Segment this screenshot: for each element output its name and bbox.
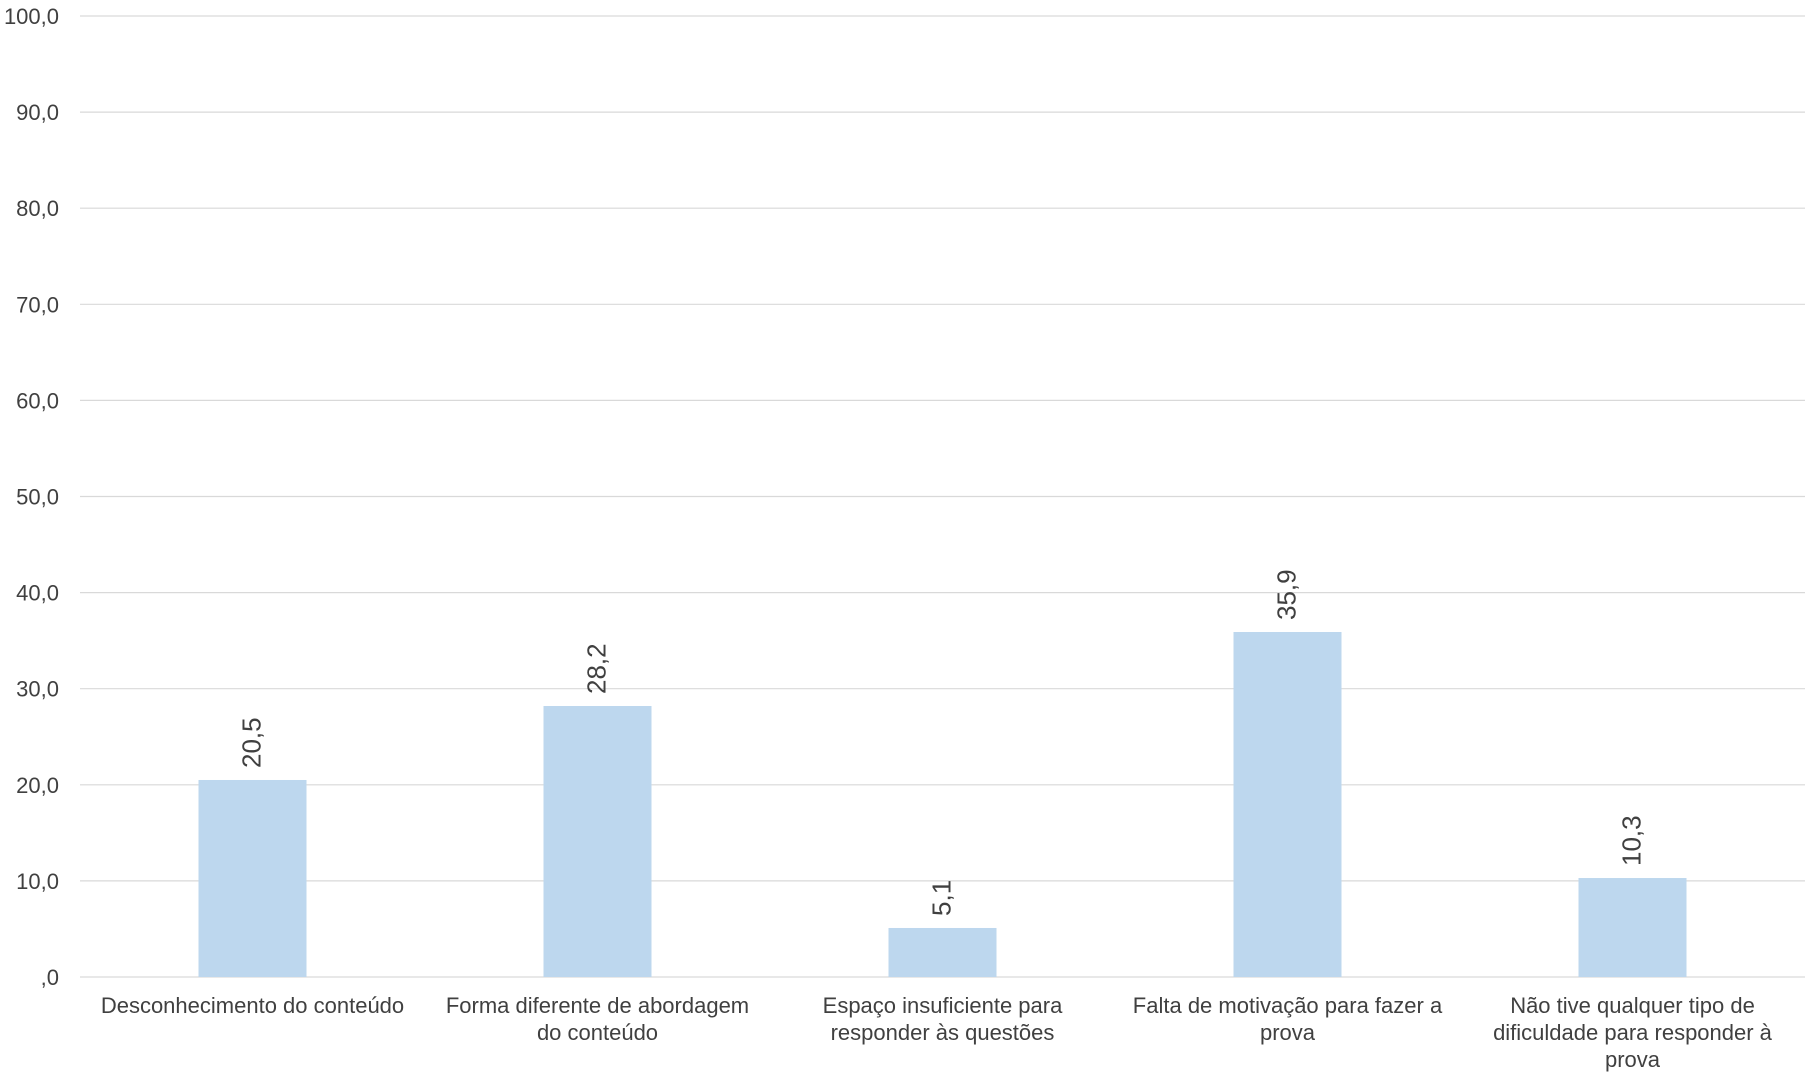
data-label: 10,3 bbox=[1617, 815, 1647, 866]
y-tick-label: 90,0 bbox=[16, 100, 59, 125]
y-tick-label: 60,0 bbox=[16, 388, 59, 413]
x-axis-category-labels: Desconhecimento do conteúdo Forma diferen… bbox=[101, 993, 1773, 1072]
bar bbox=[888, 927, 997, 977]
y-tick-label: 70,0 bbox=[16, 292, 59, 317]
bar bbox=[543, 705, 652, 977]
bar bbox=[198, 779, 307, 977]
x-category-label-line: prova bbox=[1260, 1020, 1316, 1045]
data-label: 20,5 bbox=[237, 717, 267, 768]
x-category-label: Falta de motivação para fazer a prova bbox=[1133, 993, 1443, 1045]
y-tick-label: 100,0 bbox=[4, 4, 59, 29]
x-category-label-line: do conteúdo bbox=[537, 1020, 658, 1045]
x-category-label: Desconhecimento do conteúdo bbox=[101, 993, 404, 1018]
data-label: 5,1 bbox=[927, 880, 957, 916]
x-category-label-line: Falta de motivação para fazer a bbox=[1133, 993, 1443, 1018]
data-labels: 20,5 28,2 5,1 35,9 10,3 bbox=[237, 569, 1647, 916]
y-tick-label: 10,0 bbox=[16, 869, 59, 894]
x-category-label-line: prova bbox=[1605, 1047, 1661, 1072]
x-category-label-line: Forma diferente de abordagem bbox=[446, 993, 749, 1018]
x-category-label-line: responder às questões bbox=[831, 1020, 1055, 1045]
gridlines bbox=[80, 15, 1805, 978]
x-category-label-line: Não tive qualquer tipo de bbox=[1510, 993, 1755, 1018]
y-tick-label: 30,0 bbox=[16, 677, 59, 702]
y-axis-tick-labels: ,0 10,0 20,0 30,0 40,0 50,0 60,0 70,0 80,0 90,0 10… bbox=[4, 4, 59, 990]
data-label: 35,9 bbox=[1272, 569, 1302, 620]
bars bbox=[198, 632, 1687, 977]
y-tick-label: 50,0 bbox=[16, 485, 59, 510]
y-tick-label: ,0 bbox=[41, 965, 59, 990]
x-category-label: Não tive qualquer tipo de dificuldade par… bbox=[1493, 993, 1773, 1072]
x-category-label: Espaço insuficiente para responder às que… bbox=[823, 993, 1063, 1045]
x-category-label-line: dificuldade para responder à bbox=[1493, 1020, 1773, 1045]
bar bbox=[1578, 878, 1687, 977]
x-category-label: Forma diferente de abordagem do conteúdo bbox=[446, 993, 749, 1045]
y-tick-label: 80,0 bbox=[16, 196, 59, 221]
bar bbox=[1233, 632, 1342, 977]
y-tick-label: 20,0 bbox=[16, 773, 59, 798]
x-category-label-line: Espaço insuficiente para bbox=[823, 993, 1063, 1018]
x-category-label-line: Desconhecimento do conteúdo bbox=[101, 993, 404, 1018]
data-label: 28,2 bbox=[582, 643, 612, 694]
y-tick-label: 40,0 bbox=[16, 581, 59, 606]
